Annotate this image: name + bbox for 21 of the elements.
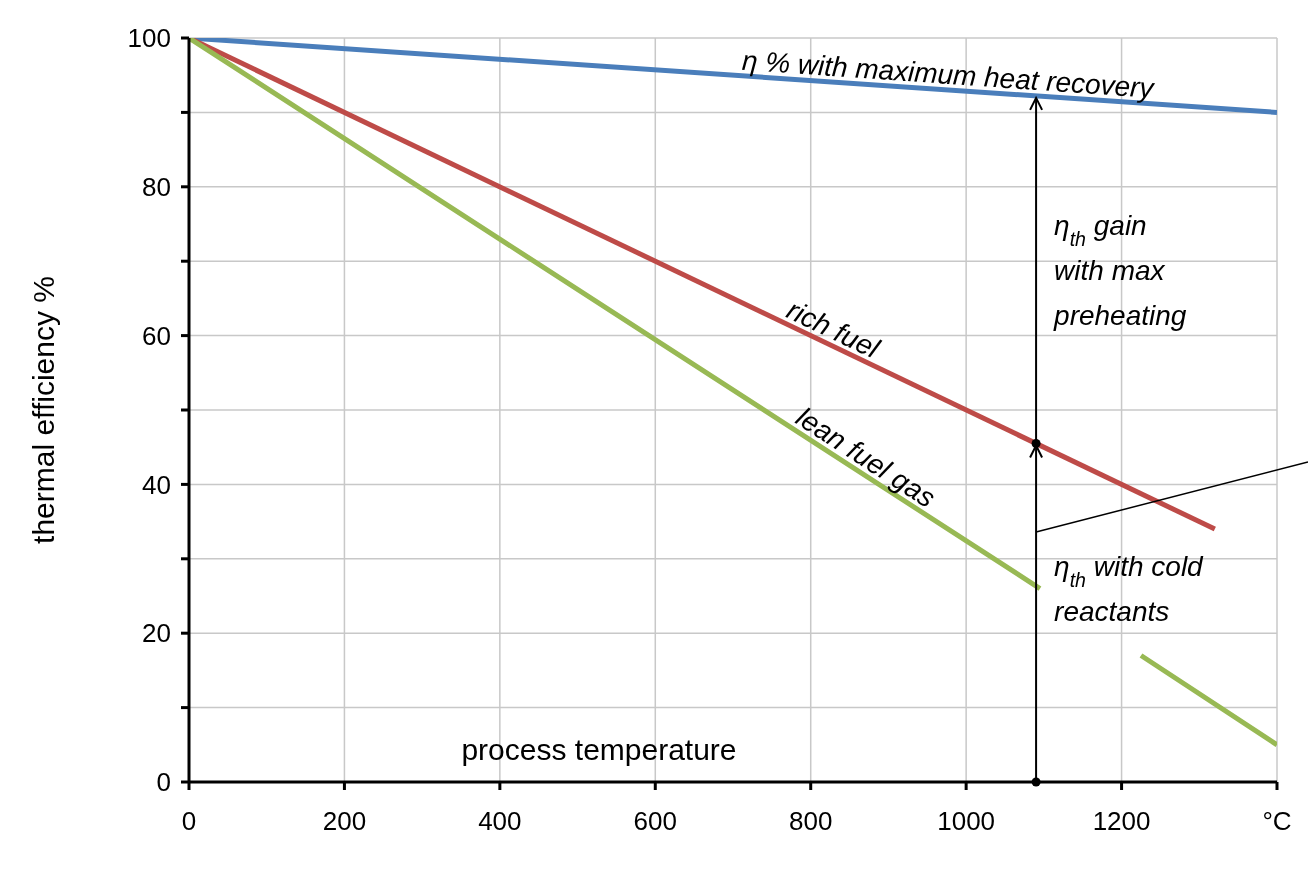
- x-axis-title: process temperature: [461, 733, 737, 766]
- x-tick-label: °C: [1262, 806, 1292, 837]
- y-tick-label: 60: [142, 320, 171, 351]
- y-tick-label: 100: [127, 23, 171, 54]
- y-tick-label: 80: [142, 172, 171, 203]
- text: lean fuel gas: [790, 401, 941, 514]
- text: rich fuel: [782, 293, 885, 365]
- x-tick-label: 400: [478, 806, 522, 837]
- y-tick-label: 0: [156, 767, 171, 798]
- x-tick-label: 1000: [937, 806, 996, 837]
- x-tick-label: 0: [181, 806, 197, 837]
- y-tick-label: 40: [142, 469, 171, 500]
- y-axis-title: thermal efficiency %: [26, 276, 60, 544]
- annotation: η$_{th}$ with cold reactants: [1054, 551, 1205, 628]
- y-tick-label: 20: [142, 618, 171, 649]
- x-tick-label: 800: [789, 806, 833, 837]
- annotation: η$_{th}$ gain with max preheating: [1053, 209, 1187, 331]
- x-tick-label: 200: [322, 806, 367, 837]
- x-tick-label: 600: [633, 806, 677, 837]
- series-label: η % with maximum heat recovery: [741, 44, 1157, 105]
- x-tick-label: 1200: [1092, 806, 1151, 837]
